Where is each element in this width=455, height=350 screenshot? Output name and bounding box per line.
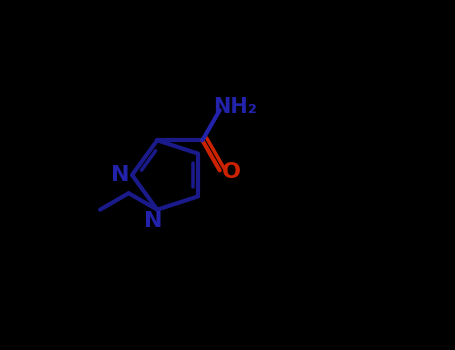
Text: NH₂: NH₂	[213, 98, 257, 118]
Text: N: N	[144, 211, 163, 231]
Text: O: O	[222, 162, 241, 182]
Text: N: N	[111, 165, 129, 185]
